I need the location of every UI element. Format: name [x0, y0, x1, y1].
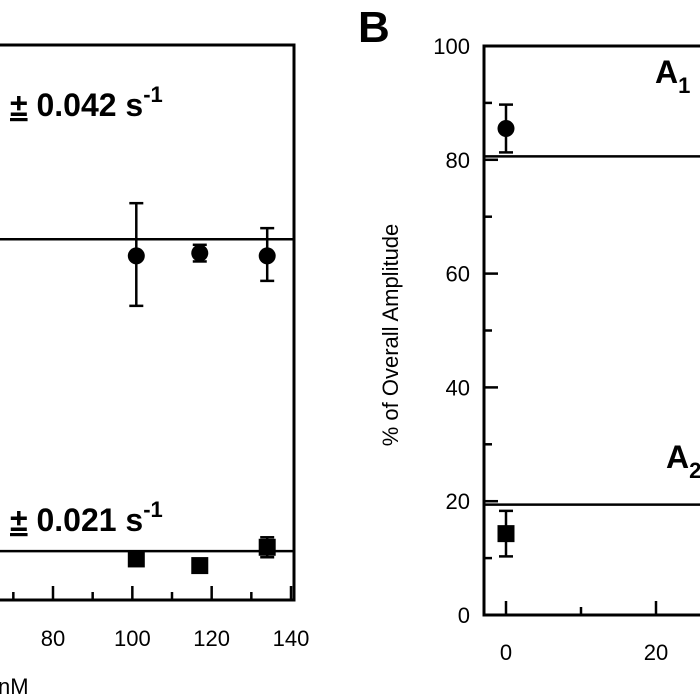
panel-a-rate-annotation-1-value: 0.042 s: [28, 87, 144, 123]
panel-b-y-tick-label-40: 40: [446, 375, 470, 400]
panel-b-y-tick-label-60: 60: [446, 262, 470, 287]
panel-a-series-2-point-2: [191, 557, 209, 575]
panel-b-y-tick-label-20: 20: [446, 489, 470, 514]
panel-b-a2-label: A2: [666, 439, 700, 483]
panel-a-series-1-point-2: [191, 244, 209, 262]
panel-b-x-tick-label-20: 20: [644, 640, 668, 665]
panel-b-a2-sub: 2: [689, 458, 700, 483]
panel-a-series-1-point-3: [258, 247, 276, 265]
panel-a-rate-annotation-2: ± 0.021 s-1: [10, 497, 163, 538]
panel-a-x-tick-label-140: 140: [273, 626, 310, 651]
panel-b-a2-letter: A: [666, 439, 689, 475]
panel-b-y-axis-title: % of Overall Amplitude: [378, 224, 403, 447]
panel-a-rate-annotation-2-pm: ±: [10, 502, 28, 538]
panel-b-x-tick-label-0: 0: [500, 640, 512, 665]
panel-b-plot-border: [482, 44, 700, 617]
panel-b-y-ticks: 0 20 40 60 80 100: [433, 34, 498, 628]
panel-a-rate-annotation-2-sup: -1: [143, 497, 163, 522]
panel-a-series-1-point-1: [127, 247, 145, 265]
panel-b-a1-letter: A: [655, 54, 678, 90]
panel-b-data-points: [497, 103, 515, 558]
panel-a-x-tick-label-80: 80: [41, 626, 65, 651]
panel-b-a1-label: A1: [655, 54, 690, 98]
panel-a-x-tick-label-100: 100: [114, 626, 151, 651]
panel-b-series-2-point-1: [497, 525, 515, 543]
panel-a-data-points: [127, 201, 276, 575]
panel-a-plot-border: [0, 43, 296, 602]
panel-a-frame: [0, 43, 296, 602]
panel-a-rate-annotation-1: ± 0.042 s-1: [10, 82, 163, 123]
panel-a-x-axis-title: nM: [0, 674, 29, 699]
panel-b-y-tick-label-100: 100: [433, 34, 470, 59]
panel-a-rate-annotation-1-pm: ±: [10, 87, 28, 123]
panel-b-frame: [482, 44, 700, 617]
panel-b-a1-sub: 1: [678, 73, 690, 98]
panel-a-series-2-point-1: [127, 550, 145, 568]
panel-a-rate-annotation-2-value: 0.021 s: [28, 502, 144, 538]
panel-a-x-ticks: 80 100 120 140: [12, 586, 310, 651]
panel-b-fit-lines: [484, 155, 700, 506]
panel-b-letter: B: [358, 3, 390, 52]
panel-b-series-1-point-1: [497, 120, 515, 138]
panel-a: 80 100 120 140 nM ± 0.042 s-1 ± 0.021 s-1: [0, 43, 310, 699]
panel-a-x-tick-label-120: 120: [193, 626, 230, 651]
panel-a-series-2-point-3: [258, 538, 276, 556]
panel-b-y-tick-label-0: 0: [458, 603, 470, 628]
panel-a-rate-annotation-1-sup: -1: [143, 82, 163, 107]
panel-b-y-tick-label-80: 80: [446, 148, 470, 173]
